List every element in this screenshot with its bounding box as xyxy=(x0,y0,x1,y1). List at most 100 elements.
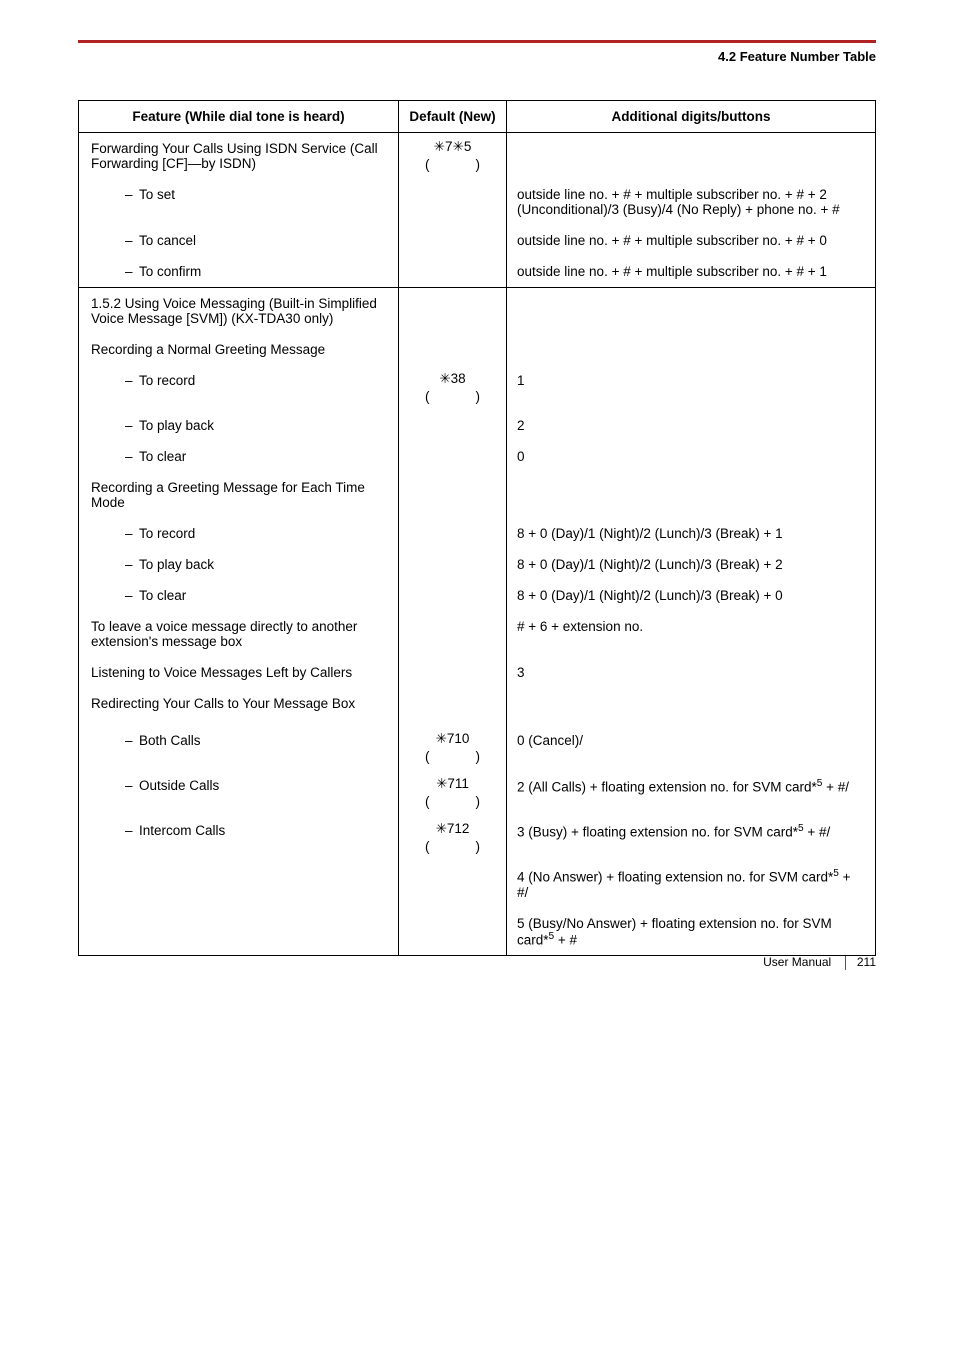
footer-divider xyxy=(845,956,846,970)
feature-cell: –To play back xyxy=(79,410,399,441)
feature-cell: –To record xyxy=(79,518,399,549)
default-cell xyxy=(399,225,507,256)
additional-cell: 3 (Busy) + floating extension no. for SV… xyxy=(507,815,876,860)
additional-cell: 8 + 0 (Day)/1 (Night)/2 (Lunch)/3 (Break… xyxy=(507,518,876,549)
additional-cell: 5 (Busy/No Answer) + floating extension … xyxy=(507,908,876,956)
default-cell xyxy=(399,860,507,908)
table-row: To leave a voice message directly to ano… xyxy=(79,611,876,657)
default-cell xyxy=(399,472,507,518)
additional-cell: 3 xyxy=(507,657,876,688)
additional-cell: 4 (No Answer) + floating extension no. f… xyxy=(507,860,876,908)
additional-cell: 0 xyxy=(507,441,876,472)
default-cell xyxy=(399,334,507,365)
additional-cell xyxy=(507,288,876,335)
default-cell xyxy=(399,288,507,335)
col-default: Default (New) xyxy=(399,101,507,133)
table-row: –To play back 8 + 0 (Day)/1 (Night)/2 (L… xyxy=(79,549,876,580)
table-row: Recording a Greeting Message for Each Ti… xyxy=(79,472,876,518)
additional-cell: outside line no. + # + multiple subscrib… xyxy=(507,225,876,256)
feature-cell: Redirecting Your Calls to Your Message B… xyxy=(79,688,399,725)
default-cell xyxy=(399,410,507,441)
star-icon: ✳ xyxy=(434,139,445,154)
table-row: –Both Calls ✳710 () 0 (Cancel)/ xyxy=(79,725,876,770)
feature-cell: Recording a Normal Greeting Message xyxy=(79,334,399,365)
table-row: –To set outside line no. + # + multiple … xyxy=(79,179,876,225)
default-cell xyxy=(399,908,507,956)
footer-label: User Manual xyxy=(763,955,831,969)
additional-cell xyxy=(507,334,876,365)
additional-cell: 8 + 0 (Day)/1 (Night)/2 (Lunch)/3 (Break… xyxy=(507,549,876,580)
default-cell xyxy=(399,179,507,225)
default-cell xyxy=(399,518,507,549)
feature-table: Feature (While dial tone is heard) Defau… xyxy=(78,100,876,956)
table-row: –To play back 2 xyxy=(79,410,876,441)
star-icon: ✳ xyxy=(453,139,464,154)
default-cell: ✳711 () xyxy=(399,770,507,815)
feature-cell: To leave a voice message directly to ano… xyxy=(79,611,399,657)
additional-cell: outside line no. + # + multiple subscrib… xyxy=(507,256,876,288)
feature-cell xyxy=(79,860,399,908)
table-row: –To record ✳38 () 1 xyxy=(79,365,876,410)
table-row: Redirecting Your Calls to Your Message B… xyxy=(79,688,876,725)
feature-cell: –To play back xyxy=(79,549,399,580)
additional-cell xyxy=(507,133,876,180)
table-row: –To record 8 + 0 (Day)/1 (Night)/2 (Lunc… xyxy=(79,518,876,549)
table-row: –To clear 8 + 0 (Day)/1 (Night)/2 (Lunch… xyxy=(79,580,876,611)
feature-cell xyxy=(79,908,399,956)
header-divider xyxy=(78,40,876,43)
table-header-row: Feature (While dial tone is heard) Defau… xyxy=(79,101,876,133)
feature-cell: –To record xyxy=(79,365,399,410)
feature-cell: Recording a Greeting Message for Each Ti… xyxy=(79,472,399,518)
col-feature: Feature (While dial tone is heard) xyxy=(79,101,399,133)
additional-cell: outside line no. + # + multiple subscrib… xyxy=(507,179,876,225)
additional-cell: # + 6 + extension no. xyxy=(507,611,876,657)
section-header: 4.2 Feature Number Table xyxy=(78,49,876,64)
default-cell xyxy=(399,256,507,288)
additional-cell: 2 xyxy=(507,410,876,441)
default-cell xyxy=(399,549,507,580)
table-row: 4 (No Answer) + floating extension no. f… xyxy=(79,860,876,908)
default-cell: ✳38 () xyxy=(399,365,507,410)
feature-cell: –To clear xyxy=(79,441,399,472)
table-row: 1.5.2 Using Voice Messaging (Built-in Si… xyxy=(79,288,876,335)
additional-cell: 1 xyxy=(507,365,876,410)
default-cell xyxy=(399,580,507,611)
default-cell xyxy=(399,441,507,472)
default-cell: ✳7✳5 () xyxy=(399,133,507,180)
table-row: Forwarding Your Calls Using ISDN Service… xyxy=(79,133,876,180)
table-row: 5 (Busy/No Answer) + floating extension … xyxy=(79,908,876,956)
additional-cell xyxy=(507,472,876,518)
feature-cell: Forwarding Your Calls Using ISDN Service… xyxy=(79,133,399,180)
table-row: –Intercom Calls ✳712 () 3 (Busy) + float… xyxy=(79,815,876,860)
additional-cell: 8 + 0 (Day)/1 (Night)/2 (Lunch)/3 (Break… xyxy=(507,580,876,611)
footer-page: 211 xyxy=(857,955,876,969)
table-row: –To confirm outside line no. + # + multi… xyxy=(79,256,876,288)
additional-cell: 2 (All Calls) + floating extension no. f… xyxy=(507,770,876,815)
feature-cell: –To cancel xyxy=(79,225,399,256)
star-icon: ✳ xyxy=(439,371,450,386)
default-cell xyxy=(399,611,507,657)
default-cell: ✳712 () xyxy=(399,815,507,860)
table-row: Listening to Voice Messages Left by Call… xyxy=(79,657,876,688)
star-icon: ✳ xyxy=(436,731,447,746)
table-row: –Outside Calls ✳711 () 2 (All Calls) + f… xyxy=(79,770,876,815)
feature-cell: –To clear xyxy=(79,580,399,611)
star-icon: ✳ xyxy=(436,821,447,836)
feature-cell: –To confirm xyxy=(79,256,399,288)
additional-cell xyxy=(507,688,876,725)
feature-cell: –Both Calls xyxy=(79,725,399,770)
additional-cell: 0 (Cancel)/ xyxy=(507,725,876,770)
page-footer: User Manual 211 xyxy=(763,955,876,970)
star-icon: ✳ xyxy=(436,776,447,791)
feature-cell: 1.5.2 Using Voice Messaging (Built-in Si… xyxy=(79,288,399,335)
default-cell: ✳710 () xyxy=(399,725,507,770)
table-row: –To clear 0 xyxy=(79,441,876,472)
table-row: Recording a Normal Greeting Message xyxy=(79,334,876,365)
default-cell xyxy=(399,657,507,688)
col-additional: Additional digits/buttons xyxy=(507,101,876,133)
table-row: –To cancel outside line no. + # + multip… xyxy=(79,225,876,256)
default-cell xyxy=(399,688,507,725)
feature-cell: –Intercom Calls xyxy=(79,815,399,860)
feature-cell: –To set xyxy=(79,179,399,225)
feature-cell: Listening to Voice Messages Left by Call… xyxy=(79,657,399,688)
